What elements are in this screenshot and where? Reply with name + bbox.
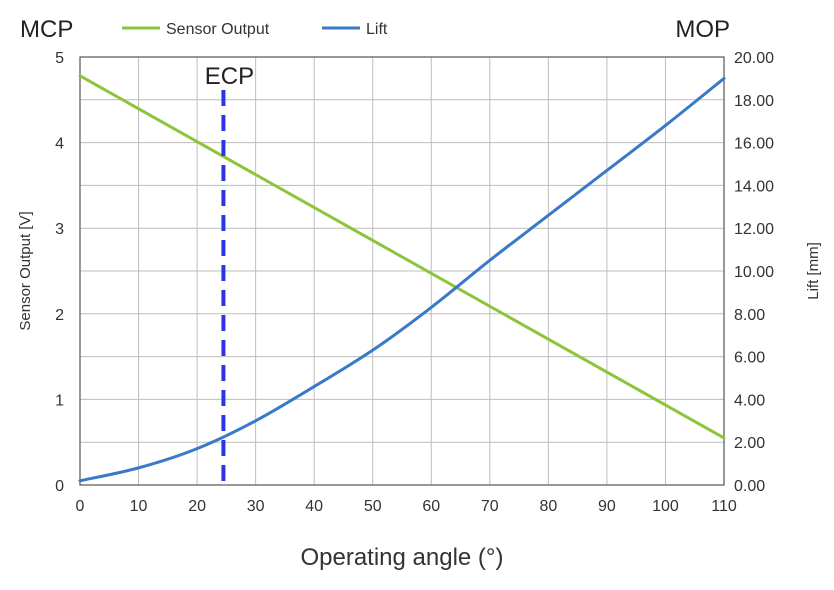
x-tick-label: 20 <box>188 498 206 515</box>
series-layer <box>78 74 726 483</box>
right-y-tick-labels: 0.00 2.00 4.00 6.00 8.00 10.00 12.00 14.00 16.00… <box>734 50 774 495</box>
x-tick-label: 70 <box>481 498 499 515</box>
right-y-tick-label: 10.00 <box>734 264 774 281</box>
x-tick-label: 90 <box>598 498 616 515</box>
annotation-layer: ECP <box>205 63 254 483</box>
right-y-tick-label: 6.00 <box>734 350 765 367</box>
legend-label-lift: Lift <box>366 21 388 38</box>
right-y-tick-label: 12.00 <box>734 221 774 238</box>
x-tick-label: 60 <box>422 498 440 515</box>
right-y-tick-label: 8.00 <box>734 307 765 324</box>
x-tick-label: 40 <box>305 498 323 515</box>
left-y-tick-label: 5 <box>55 50 64 67</box>
left-y-tick-label: 1 <box>55 392 64 409</box>
right-y-tick-label: 16.00 <box>734 136 774 153</box>
right-y-tick-label: 20.00 <box>734 50 774 67</box>
left-y-axis-title: Sensor Output [V] <box>17 211 34 330</box>
right-y-axis-title: Lift [mm] <box>805 242 822 300</box>
left-y-tick-labels: 0 1 2 3 4 5 <box>55 50 64 495</box>
right-y-tick-label: 4.00 <box>734 392 765 409</box>
series-line-lift <box>78 76 726 483</box>
legend-label-sensor-output: Sensor Output <box>166 21 270 38</box>
left-y-tick-label: 2 <box>55 307 64 324</box>
ecp-label: ECP <box>205 63 254 90</box>
x-tick-label: 0 <box>76 498 85 515</box>
series-line-sensor-output <box>78 74 726 440</box>
x-tick-label: 10 <box>130 498 148 515</box>
left-y-tick-label: 0 <box>55 478 64 495</box>
x-tick-label: 50 <box>364 498 382 515</box>
x-tick-labels: 0 10 20 30 40 50 60 70 80 90 100 110 <box>76 498 737 515</box>
mcp-label: MCP <box>20 16 73 43</box>
right-y-tick-label: 0.00 <box>734 478 765 495</box>
legend: Sensor Output Lift <box>122 21 388 38</box>
x-tick-label: 100 <box>652 498 679 515</box>
grid <box>79 56 725 486</box>
x-axis-title: Operating angle (°) <box>300 544 503 571</box>
x-tick-label: 30 <box>247 498 265 515</box>
mop-label: MOP <box>675 16 730 43</box>
x-tick-label: 110 <box>711 498 737 515</box>
left-y-tick-label: 3 <box>55 221 64 238</box>
x-tick-label: 80 <box>539 498 557 515</box>
right-y-tick-label: 18.00 <box>734 93 774 110</box>
left-y-tick-label: 4 <box>55 136 64 153</box>
right-y-tick-label: 14.00 <box>734 178 774 195</box>
right-y-tick-label: 2.00 <box>734 435 765 452</box>
plot-frame <box>79 56 725 486</box>
